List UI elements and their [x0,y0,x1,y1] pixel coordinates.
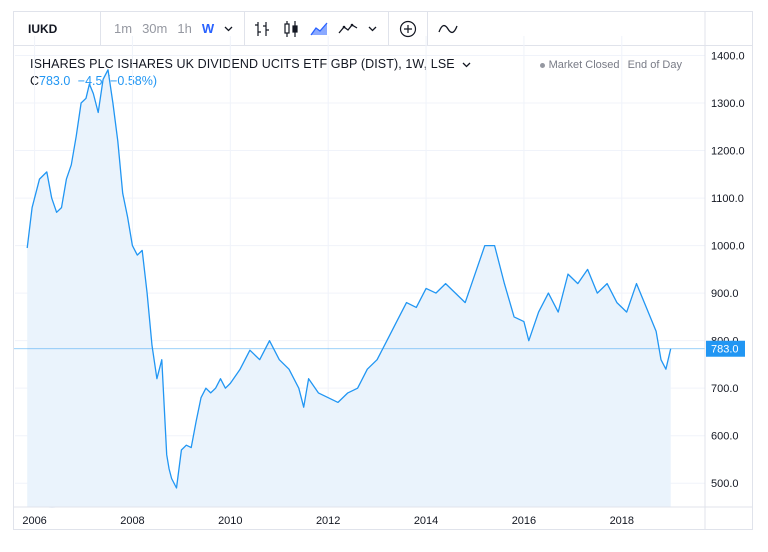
area-chart-icon [310,22,328,35]
price-line [26,69,672,489]
y-tick-label: 700.0 [711,383,739,395]
change-value: −4.5 [77,74,103,88]
last-price-text: 783.0 [711,344,739,356]
market-status: Market Closed End of Day [539,59,682,71]
y-tick-label: 1200.0 [711,146,745,158]
indicators-dropdown-button[interactable] [363,12,382,46]
toolbar-divider [427,11,429,46]
time-axis[interactable]: 2006 2008 2010 2012 2014 2016 2018 [22,515,634,527]
chevron-down-icon [368,26,377,31]
status-dot-icon [539,62,545,68]
bars-icon [255,21,270,36]
price-area-fill [27,69,671,508]
y-tick-label: 1100.0 [711,193,744,205]
change-percent: (−0.58%) [105,74,158,88]
data-mode-text: End of Day [627,59,682,71]
x-tick-label: 2012 [316,515,340,527]
toolbar-divider [100,11,101,46]
toolbar: IUKD 1m 30m 1h W [14,11,752,46]
chevron-down-icon [224,26,233,31]
price-axis[interactable]: 500.0600.0700.0800.0900.01000.01100.0120… [711,51,745,491]
indicators-button[interactable] [333,12,363,46]
chevron-down-icon[interactable] [462,62,471,68]
market-status-text: Market Closed [548,59,620,71]
x-tick-label: 2016 [512,515,536,527]
toolbar-divider [388,11,390,46]
y-tick-label: 1400.0 [711,51,745,63]
area-style-button[interactable] [305,12,333,46]
x-tick-label: 2018 [610,515,634,527]
interval-1m-button[interactable]: 1m [114,21,133,36]
candles-style-button[interactable] [277,12,305,46]
drawing-tool-button[interactable] [428,12,468,46]
compare-button[interactable] [389,12,427,46]
y-tick-label: 1000.0 [711,241,745,253]
candlestick-icon [284,20,298,37]
x-tick-label: 2014 [414,515,438,527]
y-tick-label: 1300.0 [711,98,745,110]
last-price-label: 783.0 [706,340,745,357]
x-tick-label: 2008 [120,515,144,527]
wave-icon [438,24,458,33]
toolbar-divider [244,11,246,46]
x-tick-label: 2006 [22,515,46,527]
interval-w-button[interactable]: W [201,21,215,36]
legend-title: ISHARES PLC ISHARES UK DIVIDEND UCITS ET… [30,57,455,71]
y-tick-label: 900.0 [711,288,739,300]
x-tick-label: 2010 [218,515,242,527]
symbol-search-button[interactable]: IUKD [28,21,58,36]
interval-dropdown-button[interactable] [219,12,238,46]
close-value: 783.0 [39,74,71,88]
plus-circle-icon [400,20,417,37]
line-chart-icon [338,23,358,33]
chart-legend: ISHARES PLC ISHARES UK DIVIDEND UCITS ET… [30,57,471,88]
bars-style-button[interactable] [249,12,277,46]
interval-30m-button[interactable]: 30m [142,21,168,36]
interval-1h-button[interactable]: 1h [177,21,192,36]
last-price-badge [706,340,745,357]
y-tick-label: 600.0 [711,431,739,443]
y-tick-label: 500.0 [711,478,739,490]
